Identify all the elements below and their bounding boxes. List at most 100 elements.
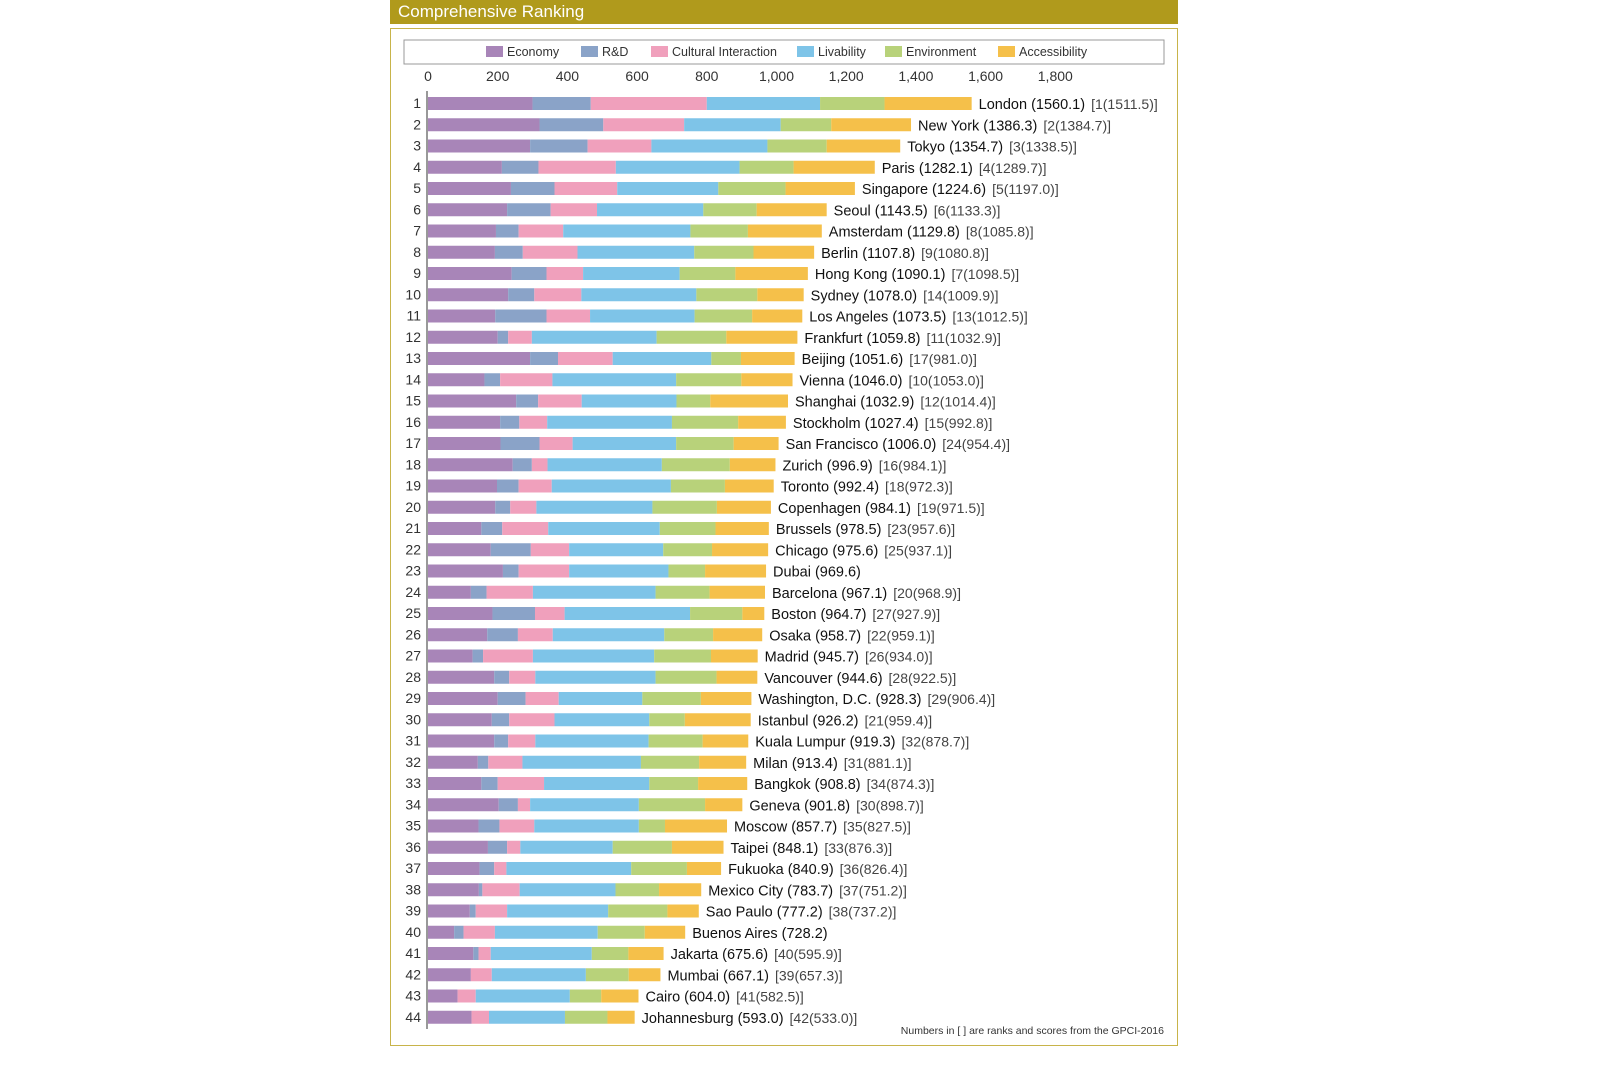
rank-label: 34 [405,796,421,812]
bar-segment-economy [428,607,493,620]
bar-segment-r-d [539,118,604,132]
city-label: Berlin (1107.8) [821,246,915,262]
legend [403,39,1165,65]
bar-segment-economy [428,182,511,195]
bar-segment-r-d [502,564,519,578]
bar-segment-cultural-interaction [534,288,582,302]
bar-segment-accessibility [705,798,743,812]
bar-row: 11 Los Angeles (1073.5) [13(1012.5)] [406,308,1027,326]
previous-rank-label: [42(533.0)] [790,1010,858,1026]
bar-segment-livability [475,989,570,1003]
city-label: Zurich (996.9) [782,458,872,474]
bar-row: 39 Sao Paulo (777.2) [38(737.2)] [405,903,896,921]
city-label: Seoul (1143.5) [834,203,928,219]
bar-segment-cultural-interaction [517,628,553,642]
city-label: Sao Paulo (777.2) [706,905,823,921]
bar-segment-environment [696,288,758,302]
city-label: Vienna (1046.0) [800,373,903,389]
bar-segment-environment [640,755,700,769]
bar-segment-cultural-interaction [508,734,536,748]
previous-rank-label: [26(934.0)] [865,649,933,665]
previous-rank-label: [6(1133.3)] [934,202,1001,218]
bar-segment-livability [507,904,609,918]
city-label: Los Angeles (1073.5) [809,310,946,326]
bar-segment-cultural-interaction [509,713,555,727]
bar-segment-r-d [500,415,520,429]
bar-segment-cultural-interaction [538,394,582,408]
rank-label: 24 [405,584,421,600]
bar-row: 36 Taipei (848.1) [33(876.3)] [405,839,892,857]
legend-swatch-r-d [581,46,598,57]
bar-segment-cultural-interaction [499,819,535,833]
city-label: Hong Kong (1090.1) [815,267,946,283]
bar-segment-economy [428,564,503,578]
bar-segment-cultural-interaction [471,1010,489,1024]
bar-row: 26 Osaka (958.7) [22(959.1)] [405,626,934,644]
city-label: Frankfurt (1059.8) [804,331,920,347]
rank-label: 17 [405,435,421,451]
rank-label: 29 [405,690,421,706]
x-tick-label: 1,400 [898,68,933,84]
bar-segment-environment [648,734,703,748]
previous-rank-label: [38(737.2)] [829,904,897,920]
ranking-figure: Comprehensive Ranking Economy R&D Cultural… [390,0,1178,1046]
previous-rank-label: [1(1511.5)] [1091,96,1158,112]
bar-segment-r-d [494,734,509,748]
bar-segment-environment [564,1010,608,1024]
bar-segment-cultural-interaction [457,989,476,1003]
bar-segment-environment [780,118,832,132]
bar-segment-cultural-interaction [546,267,584,280]
bar-segment-r-d [497,479,519,493]
bar-segment-r-d [491,713,510,727]
bar-segment-accessibility [664,819,728,833]
bar-segment-r-d [479,862,495,875]
bar-segment-accessibility [659,883,702,897]
bar-segment-environment [649,713,685,727]
previous-rank-label: [11(1032.9)] [926,330,1000,346]
bar-segment-environment [638,798,706,812]
bar-row: 24 Barcelona (967.1) [20(968.9)] [405,584,961,602]
legend-item-environment: Environment [885,45,977,59]
city-label: Washington, D.C. (928.3) [758,692,921,708]
bar-segment-livability [552,373,677,387]
footnote: Numbers in [ ] are ranks and scores from… [901,1025,1164,1037]
bar-segment-economy [428,585,471,599]
bar-segment-livability [597,203,704,217]
bar-row: 42 Mumbai (667.1) [39(657.3)] [405,966,842,984]
legend-label-cultural-interaction: Cultural Interaction [672,45,777,59]
bar-segment-livability [569,564,669,578]
bar-row: 5 Singapore (1224.6) [5(1197.0)] [413,180,1059,198]
bar-segment-livability [583,267,680,280]
city-label: Barcelona (967.1) [772,586,887,602]
bar-segment-environment [676,437,734,450]
bar-segment-cultural-interaction [531,458,548,472]
bar-segment-livability [706,97,821,110]
city-label: London (1560.1) [979,97,1085,113]
bar-segment-accessibility [757,288,804,302]
bar-segment-environment [652,500,717,514]
city-label: Kuala Lumpur (919.3) [755,735,895,751]
bar-segment-economy [428,649,473,663]
bar-segment-environment [642,692,701,705]
bar-segment-accessibility [785,182,855,195]
bar-segment-r-d [492,607,535,620]
bar-segment-economy [428,670,495,684]
bar-segment-livability [535,734,649,748]
bar-segment-accessibility [724,479,774,493]
previous-rank-label: [36(826.4)] [840,861,908,877]
bar-segment-r-d [497,692,526,705]
legend-label-economy: Economy [507,45,560,59]
bar-row: 12 Frankfurt (1059.8) [11(1032.9)] [405,329,1001,347]
bar-segment-accessibility [684,713,751,727]
rank-label: 27 [405,648,421,664]
bar-segment-cultural-interaction [522,245,578,259]
legend-items: Economy R&D Cultural Interaction Livability… [486,45,1088,59]
bar-segment-environment [663,543,713,557]
bar-segment-environment [711,352,741,365]
bar-segment-cultural-interaction [517,798,531,812]
bar-segment-accessibility [884,97,972,110]
bar-row: 34 Geneva (901.8) [30(898.7)] [405,796,923,814]
bar-segment-accessibility [607,1010,635,1024]
previous-rank-label: [24(954.4)] [942,436,1010,452]
bar-segment-livability [519,883,616,897]
